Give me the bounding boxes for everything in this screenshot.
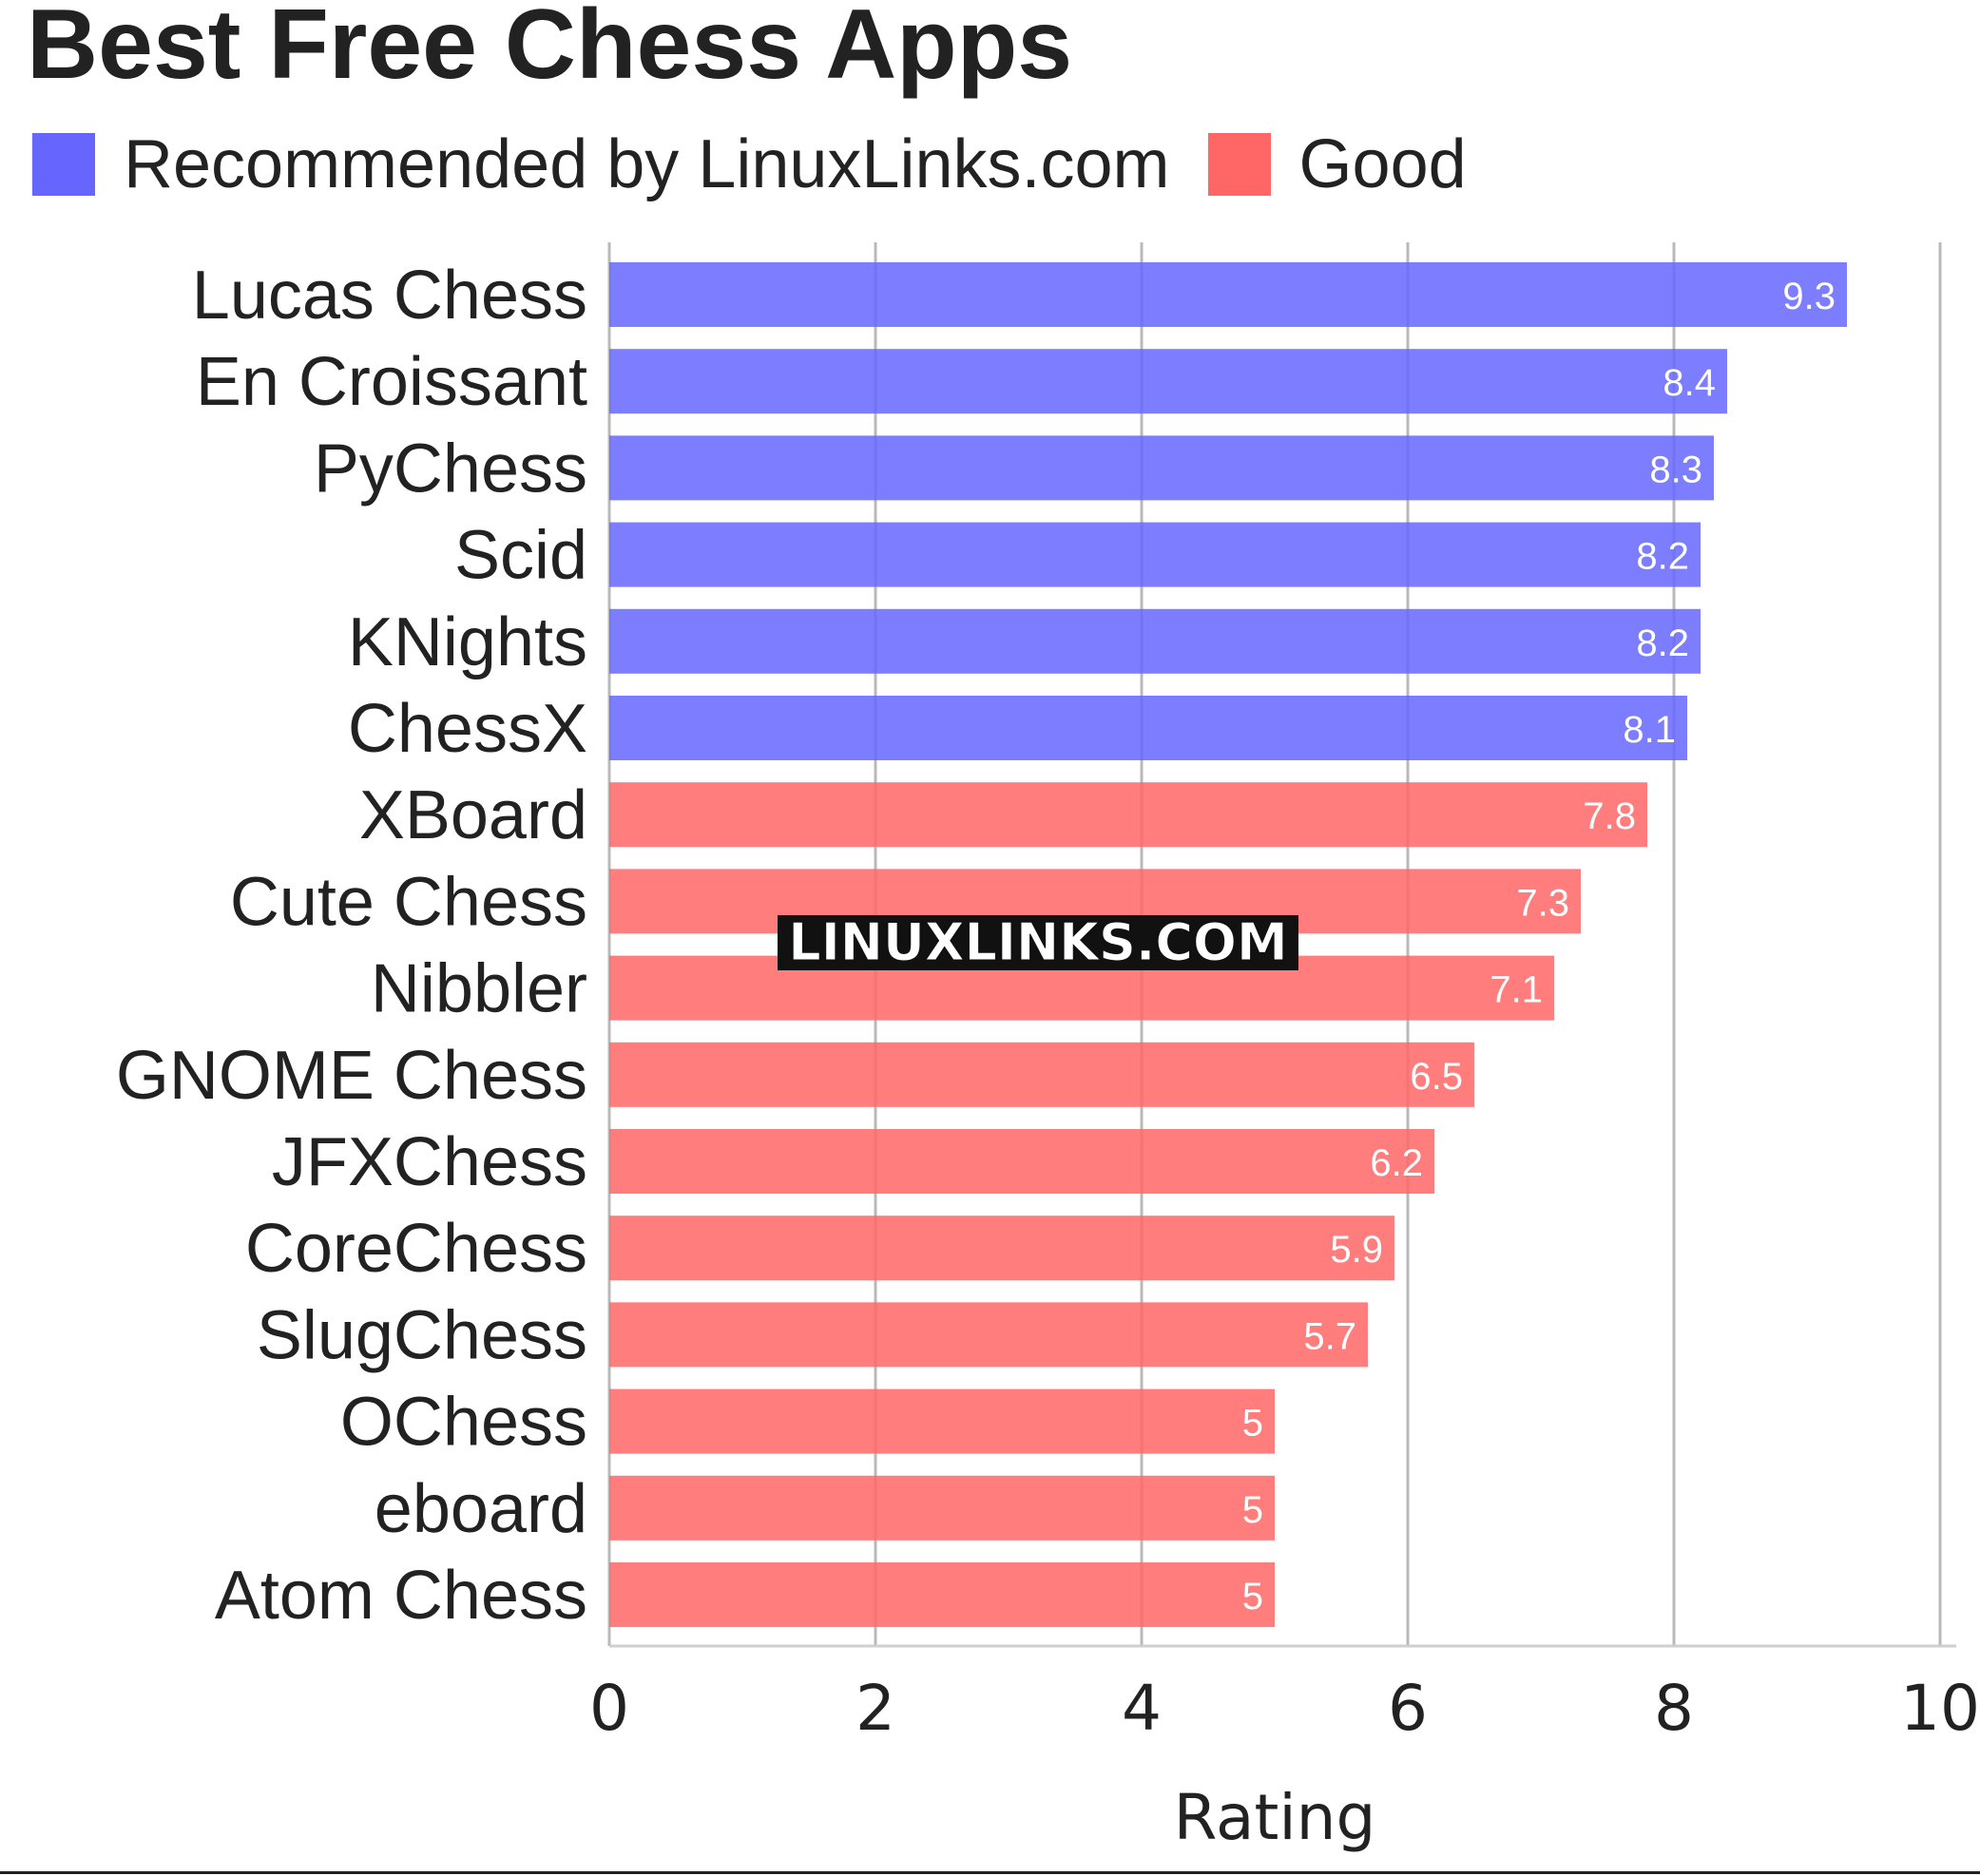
value-label: 6.2 (1370, 1142, 1423, 1184)
x-tick-label: 4 (1122, 1672, 1162, 1745)
legend: Recommended by LinuxLinks.com Good (32, 126, 1505, 202)
value-label: 8.2 (1636, 622, 1689, 664)
x-tick-label: 2 (855, 1672, 895, 1745)
bar (609, 262, 1847, 327)
x-tick-label: 10 (1900, 1672, 1980, 1745)
legend-item-recommended: Recommended by LinuxLinks.com (32, 125, 1170, 203)
bar (609, 1302, 1368, 1368)
value-label: 6.5 (1410, 1056, 1463, 1098)
value-label: 7.3 (1516, 882, 1569, 924)
category-label: JFXChess (272, 1124, 587, 1200)
bar (609, 782, 1647, 848)
legend-swatch-recommended (32, 133, 95, 196)
category-label: XBoard (359, 777, 587, 853)
value-label: 5.7 (1303, 1315, 1356, 1357)
value-labels: 9.3 8.4 8.3 8.2 8.2 8.1 7.8 7.3 7.1 6.5 6.2 5.9 5.7 5… (1242, 276, 1836, 1618)
value-label: 5 (1242, 1576, 1263, 1618)
watermark-text: LINUXLINKS.COM (788, 912, 1287, 972)
legend-label-recommended: Recommended by LinuxLinks.com (124, 126, 1170, 202)
value-label: 8.3 (1649, 449, 1702, 490)
category-label: OChess (340, 1385, 587, 1461)
value-label: 5 (1242, 1489, 1263, 1531)
bar (609, 608, 1701, 674)
bar (609, 1216, 1394, 1281)
bottom-rule (0, 1871, 1980, 1874)
category-label: Lucas Chess (192, 258, 587, 334)
legend-swatch-good (1207, 133, 1271, 196)
bar (609, 696, 1687, 760)
watermark: LINUXLINKS.COM (778, 912, 1298, 973)
category-label: PyChess (314, 431, 587, 507)
category-label: eboard (375, 1471, 587, 1547)
category-label: En Croissant (196, 344, 587, 420)
category-label: Cute Chess (230, 864, 587, 940)
bar (609, 1562, 1275, 1627)
x-tick-label: 6 (1388, 1672, 1428, 1745)
value-label: 8.2 (1636, 536, 1689, 578)
value-label: 5 (1242, 1403, 1263, 1445)
category-label: SlugChess (257, 1297, 587, 1373)
value-label: 5.9 (1330, 1229, 1383, 1271)
category-labels: Lucas Chess En Croissant PyChess Scid KNight… (116, 258, 587, 1634)
x-axis-title: Rating (1174, 1781, 1376, 1854)
category-label: Atom Chess (215, 1558, 587, 1634)
value-label: 7.8 (1583, 795, 1636, 837)
bar (609, 1475, 1275, 1541)
x-tick-label: 0 (589, 1672, 629, 1745)
category-label: GNOME Chess (116, 1038, 587, 1114)
value-label: 9.3 (1782, 276, 1836, 317)
bar (609, 1388, 1275, 1454)
bar (609, 435, 1714, 501)
legend-item-good: Good (1207, 125, 1467, 203)
bar (609, 1042, 1474, 1107)
value-label: 8.1 (1623, 709, 1676, 751)
category-label: CoreChess (245, 1211, 587, 1287)
watermark-box (778, 915, 1298, 970)
x-tick-label: 8 (1654, 1672, 1694, 1745)
category-label: Nibbler (371, 951, 587, 1027)
category-label: ChessX (348, 691, 587, 767)
chart-title: Best Free Chess Apps (27, 0, 1073, 100)
x-tick-labels: 0 2 4 6 8 10 (589, 1672, 1980, 1745)
category-label: Scid (454, 518, 587, 594)
bar (609, 1129, 1434, 1194)
legend-label-good: Good (1298, 126, 1467, 202)
bar (609, 522, 1701, 587)
bar (609, 349, 1727, 414)
value-label: 7.1 (1490, 969, 1543, 1011)
value-label: 8.4 (1663, 362, 1716, 404)
category-label: KNights (348, 604, 587, 680)
